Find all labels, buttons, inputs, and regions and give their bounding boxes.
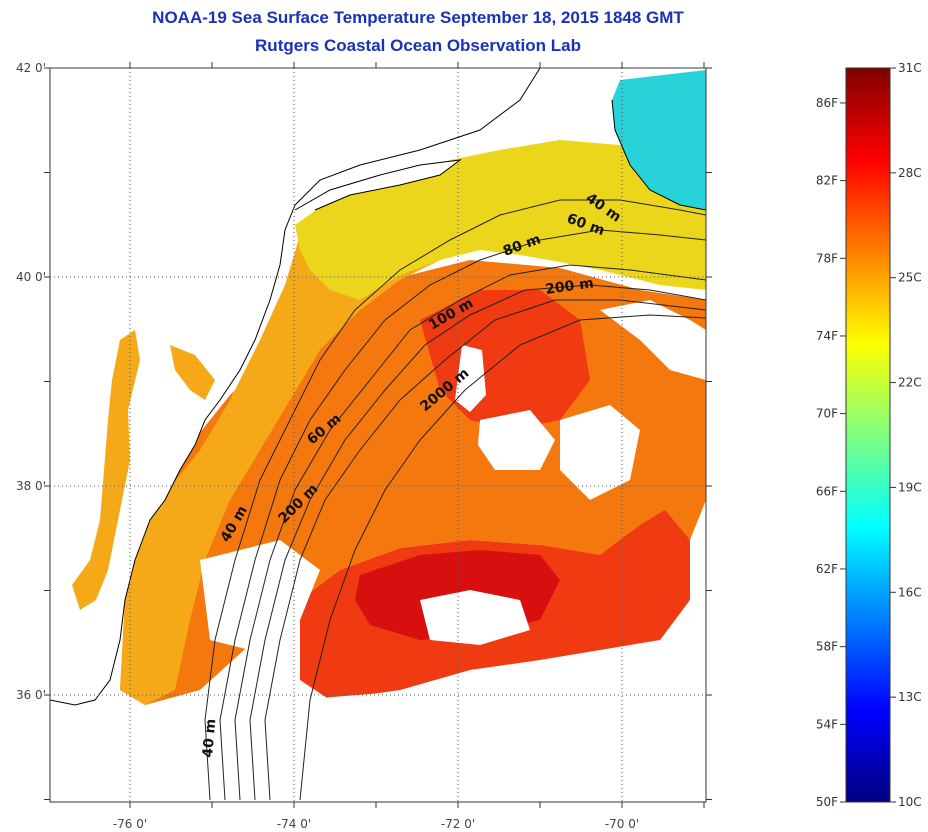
colorbar: 86F 82F 78F 74F 70F 66F 62F 58F 54F 50F 31C 28C 25C… <box>816 61 922 809</box>
longitude-tick-label: -72 0' <box>441 817 475 831</box>
isobath-200m <box>264 299 706 801</box>
chesapeake-bay <box>72 330 140 610</box>
longitude-tick-label: -76 0' <box>113 817 147 831</box>
delaware-bay <box>170 345 215 400</box>
cloud-cover <box>50 300 706 802</box>
latitude-tick-label: 38 0' <box>16 479 46 493</box>
colorbar-fahrenheit-label: 78F <box>816 251 838 265</box>
longitude-tick-label: -74 0' <box>277 817 311 831</box>
isobath-2000m <box>299 314 706 801</box>
coastline <box>294 159 462 211</box>
cold-water-region <box>612 70 706 210</box>
colorbar-fahrenheit-label: 58F <box>816 640 838 654</box>
isobath-60m <box>219 229 706 801</box>
latitude-tick-label: 36 0' <box>16 688 46 702</box>
bathymetry-contours <box>204 199 706 801</box>
colorbar-fahrenheit-label: 62F <box>816 562 838 576</box>
latitude-tick-label: 42 0' <box>16 61 46 75</box>
colorbar-fahrenheit-label: 86F <box>816 96 838 110</box>
sst-field <box>50 68 706 802</box>
colorbar-ramp <box>845 67 891 803</box>
cloud-patch <box>560 405 640 500</box>
colorbar-fahrenheit-label: 70F <box>816 407 838 421</box>
colorbar-celsius-label: 19C <box>898 480 922 494</box>
longitude-tick-label: -70 0' <box>605 817 639 831</box>
colorbar-celsius-label: 31C <box>898 61 922 75</box>
graticule <box>50 67 706 802</box>
latitude-tick-label: 40 0' <box>16 270 46 284</box>
colorbar-fahrenheit-label: 54F <box>816 717 838 731</box>
colorbar-celsius-label: 13C <box>898 690 922 704</box>
axis-ticks: -76 0' -74 0' -72 0' -70 0' 42 0' 40 0' 38 0' 3… <box>16 61 712 831</box>
colorbar-fahrenheit-label: 82F <box>816 174 838 188</box>
colorbar-fahrenheit-labels: 86F 82F 78F 74F 70F 66F 62F 58F 54F 50F <box>816 96 846 809</box>
colorbar-celsius-label: 28C <box>898 166 922 180</box>
cloud-patch <box>600 300 706 380</box>
colorbar-celsius-labels: 31C 28C 25C 22C 19C 16C 13C 10C <box>890 61 922 809</box>
map-title: NOAA-19 Sea Surface Temperature Septembe… <box>152 8 684 27</box>
colorbar-fahrenheit-label: 50F <box>816 795 838 809</box>
contour-label: 200 m <box>544 275 594 298</box>
colorbar-fahrenheit-label: 74F <box>816 329 838 343</box>
colorbar-celsius-label: 22C <box>898 376 922 390</box>
isobath-40m <box>204 199 706 801</box>
cloud-patch <box>420 590 530 645</box>
colorbar-fahrenheit-label: 66F <box>816 484 838 498</box>
land-polygon <box>50 68 540 705</box>
isobath-80m <box>234 264 706 801</box>
cloud-patch <box>200 540 320 650</box>
contour-label: 40 m <box>200 718 219 758</box>
coastline <box>50 68 541 706</box>
coastline <box>611 99 706 211</box>
land-mass <box>50 68 540 705</box>
cloud-patch <box>50 640 706 802</box>
long-island <box>295 160 460 210</box>
colorbar-celsius-label: 16C <box>898 585 922 599</box>
colorbar-celsius-label: 25C <box>898 271 922 285</box>
cloud-patch <box>455 345 486 412</box>
isobath-100m <box>249 284 706 801</box>
colorbar-celsius-label: 10C <box>898 795 922 809</box>
map-subtitle: Rutgers Coastal Ocean Observation Lab <box>255 36 581 55</box>
cloud-patch <box>478 410 555 470</box>
shelf-region <box>120 195 520 705</box>
